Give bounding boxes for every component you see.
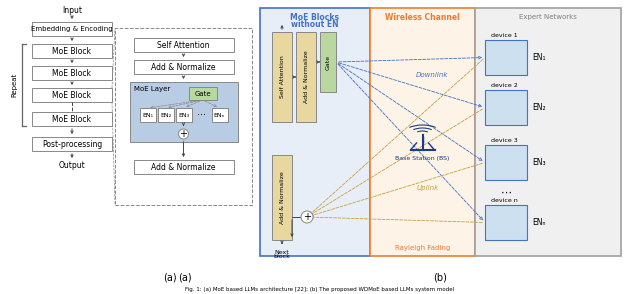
Bar xyxy=(272,155,292,240)
Text: Downlink: Downlink xyxy=(416,72,449,78)
Text: +: + xyxy=(303,212,311,222)
Bar xyxy=(485,145,527,180)
Bar xyxy=(189,87,216,100)
Text: MoE Block: MoE Block xyxy=(52,46,92,56)
Text: ENₙ: ENₙ xyxy=(532,218,546,227)
Bar xyxy=(134,38,234,52)
Text: ⋯: ⋯ xyxy=(500,188,511,198)
Text: Add & Normalize: Add & Normalize xyxy=(280,171,285,224)
Text: Input: Input xyxy=(62,6,82,14)
Text: Base Station (BS): Base Station (BS) xyxy=(396,156,450,161)
Bar xyxy=(32,44,112,58)
Text: device 2: device 2 xyxy=(491,83,518,88)
Bar xyxy=(134,60,234,74)
Bar xyxy=(475,8,621,256)
Bar xyxy=(32,66,112,80)
Bar xyxy=(157,108,173,122)
Bar xyxy=(272,32,292,122)
Text: MoE Block: MoE Block xyxy=(52,69,92,78)
Text: +: + xyxy=(179,129,188,139)
Circle shape xyxy=(179,129,189,139)
Text: ENₙ: ENₙ xyxy=(214,113,225,118)
Text: MoE Block: MoE Block xyxy=(52,114,92,123)
Text: Output: Output xyxy=(59,161,85,170)
Text: EN₁: EN₁ xyxy=(142,113,153,118)
Bar xyxy=(260,8,370,256)
Text: MoE Layer: MoE Layer xyxy=(134,86,171,92)
Text: Rayleigh Fading: Rayleigh Fading xyxy=(395,245,450,251)
Text: MoE Blocks: MoE Blocks xyxy=(291,13,339,21)
Text: EN₃: EN₃ xyxy=(532,158,546,167)
Text: Add & Normalize: Add & Normalize xyxy=(303,51,308,103)
Text: Wireless Channel: Wireless Channel xyxy=(385,13,460,21)
Bar xyxy=(211,108,227,122)
Text: Add & Normalize: Add & Normalize xyxy=(151,163,216,171)
Text: Post-processing: Post-processing xyxy=(42,139,102,148)
Text: (a): (a) xyxy=(178,273,192,283)
Text: Expert Networks: Expert Networks xyxy=(519,14,577,20)
Bar xyxy=(485,205,527,240)
Bar xyxy=(115,28,252,205)
Bar xyxy=(485,40,527,75)
Text: device n: device n xyxy=(491,198,518,203)
Text: Self Attention: Self Attention xyxy=(157,41,210,49)
Bar xyxy=(134,160,234,174)
Text: EN₁: EN₁ xyxy=(532,53,546,62)
Text: (b): (b) xyxy=(433,273,447,283)
Bar xyxy=(296,32,316,122)
Bar xyxy=(129,82,237,142)
Text: Gate: Gate xyxy=(194,91,211,96)
Text: device 3: device 3 xyxy=(491,138,518,143)
Text: Add & Normalize: Add & Normalize xyxy=(151,63,216,71)
Bar xyxy=(140,108,156,122)
Text: Embedding & Encoding: Embedding & Encoding xyxy=(31,26,113,32)
Bar xyxy=(485,90,527,125)
Text: EN₂: EN₂ xyxy=(532,103,546,112)
Text: EN₃: EN₃ xyxy=(178,113,189,118)
Text: Gate: Gate xyxy=(326,54,330,70)
Bar xyxy=(32,22,112,36)
Text: device 1: device 1 xyxy=(491,33,518,38)
Text: (a): (a) xyxy=(163,273,177,283)
Text: MoE Block: MoE Block xyxy=(52,91,92,99)
Bar xyxy=(32,112,112,126)
Text: Repeat: Repeat xyxy=(11,73,17,97)
Text: without EN: without EN xyxy=(291,19,339,29)
Bar xyxy=(320,32,336,92)
Circle shape xyxy=(301,211,313,223)
Bar xyxy=(370,8,475,256)
Text: Next: Next xyxy=(275,250,289,255)
Text: ···: ··· xyxy=(197,110,206,120)
Bar xyxy=(32,88,112,102)
Text: block: block xyxy=(273,255,291,260)
Text: Self Attention: Self Attention xyxy=(280,56,285,98)
Text: EN₂: EN₂ xyxy=(160,113,171,118)
Bar xyxy=(175,108,191,122)
Bar xyxy=(32,137,112,151)
Text: Uplink: Uplink xyxy=(417,185,438,191)
Text: Fig. 1: (a) MoE based LLMs architecture [22]; (b) The proposed WDMoE based LLMs : Fig. 1: (a) MoE based LLMs architecture … xyxy=(186,286,454,291)
